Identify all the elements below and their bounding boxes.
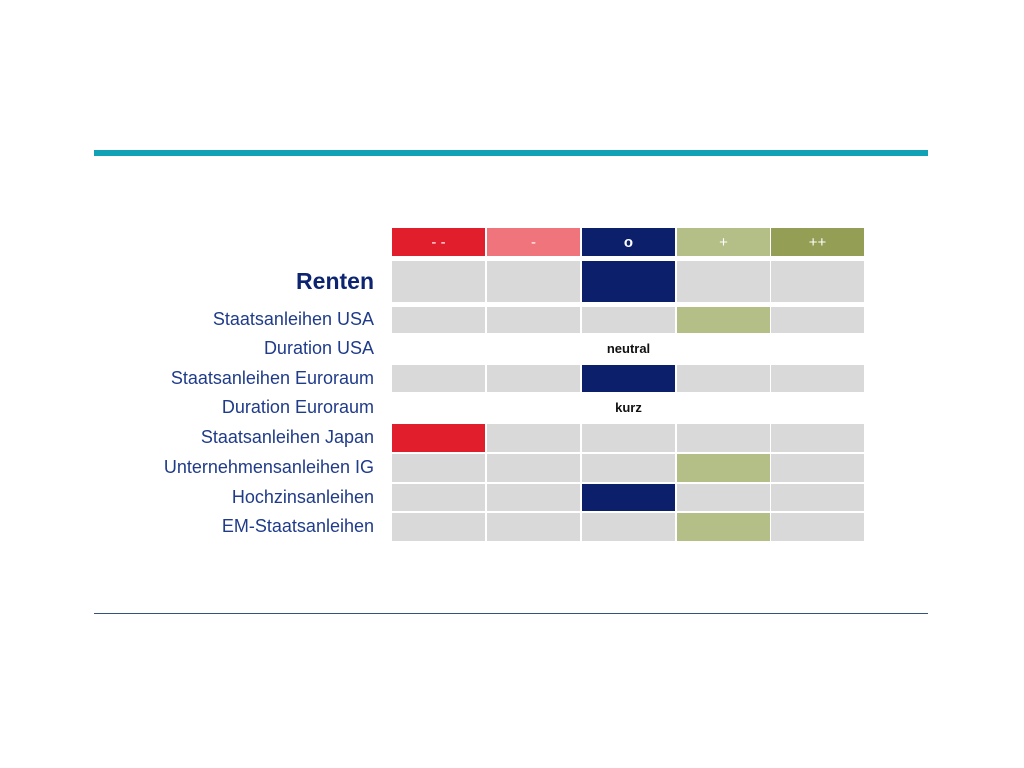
rating-cell <box>392 365 485 392</box>
rating-cell-selected <box>582 261 675 302</box>
rating-cell-selected <box>582 484 675 511</box>
rating-cell <box>582 513 675 541</box>
rating-cell-selected <box>582 365 675 392</box>
rating-cell-selected <box>677 454 770 482</box>
scale-header-cell-2: o <box>582 228 675 256</box>
rating-cell <box>487 454 580 482</box>
row-label: Hochzinsanleihen <box>231 486 374 507</box>
rating-cell-selected <box>677 513 770 541</box>
rating-cell <box>771 454 864 482</box>
scale-header-cell-3: + <box>677 228 770 256</box>
rating-cell <box>771 484 864 511</box>
rating-cell <box>392 513 485 541</box>
rating-cell <box>677 484 770 511</box>
rating-cell <box>487 261 580 302</box>
rating-cell <box>392 307 485 333</box>
rating-cell <box>582 454 675 482</box>
scale-header-cell-4: ++ <box>771 228 864 256</box>
bottom-rule <box>94 613 928 614</box>
rating-cell <box>771 307 864 333</box>
row-label: Renten <box>296 267 374 294</box>
rating-cell <box>392 454 485 482</box>
scale-header-cell-1: - <box>487 228 580 256</box>
rating-cell <box>771 513 864 541</box>
rating-cell <box>582 424 675 452</box>
rating-cell <box>487 513 580 541</box>
rating-cell <box>677 261 770 302</box>
rating-cell <box>487 424 580 452</box>
rating-cell <box>392 261 485 302</box>
row-label: Unternehmensanleihen IG <box>163 457 374 477</box>
rating-cell <box>582 307 675 333</box>
rating-cell <box>392 484 485 511</box>
row-label: Duration USA <box>263 338 374 358</box>
row-label: EM-Staatsanleihen <box>221 516 374 536</box>
row-note: neutral <box>606 341 651 356</box>
top-rule <box>94 150 928 156</box>
rating-cell-selected <box>677 307 770 333</box>
row-label: Staatsanleihen USA <box>212 309 374 329</box>
row-note: kurz <box>615 400 642 415</box>
rating-cell <box>677 424 770 452</box>
rating-cell <box>771 424 864 452</box>
scale-header-cell-0: - - <box>392 228 485 256</box>
rating-cell <box>677 365 770 392</box>
rating-cell-selected <box>392 424 485 452</box>
rating-cell <box>487 484 580 511</box>
row-label: Duration Euroraum <box>221 397 374 417</box>
rating-cell <box>487 307 580 333</box>
rating-cell <box>771 365 864 392</box>
row-label: Staatsanleihen Japan <box>200 427 374 447</box>
rating-cell <box>771 261 864 302</box>
row-label: Staatsanleihen Euroraum <box>170 367 374 388</box>
rating-cell <box>487 365 580 392</box>
